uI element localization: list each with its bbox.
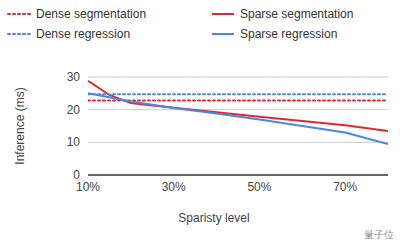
legend-swatch — [212, 33, 234, 35]
legend-swatch — [8, 33, 30, 35]
x-tick-label: 10% — [76, 180, 100, 194]
x-tick-label: 70% — [333, 180, 357, 194]
grid-line — [88, 142, 388, 143]
legend-swatch — [212, 13, 234, 15]
series-line — [88, 81, 388, 131]
legend-label: Sparse segmentation — [240, 7, 353, 21]
legend-item: Dense regression — [8, 27, 130, 41]
x-tick-label: 30% — [162, 180, 186, 194]
chart-svg: 010203010%30%50%70%Sparisty levelInferen… — [0, 0, 400, 248]
legend-item: Sparse regression — [212, 27, 337, 41]
watermark: 量子位 — [364, 229, 394, 240]
y-tick-label: 20 — [67, 103, 81, 117]
legend-item: Dense segmentation — [8, 7, 146, 21]
series-line — [88, 93, 388, 144]
plot-lines — [88, 81, 388, 144]
legend-label: Dense segmentation — [36, 7, 146, 21]
grid-line — [88, 77, 388, 78]
chart-container: 010203010%30%50%70%Sparisty levelInferen… — [0, 0, 400, 248]
x-tick-label: 50% — [247, 180, 271, 194]
x-axis-label: Sparisty level — [178, 211, 249, 225]
grid-line — [88, 175, 388, 176]
legend-swatch — [8, 13, 30, 15]
y-tick-label: 10 — [67, 135, 81, 149]
legend-item: Sparse segmentation — [212, 7, 353, 21]
y-axis-label: Inference (ms) — [13, 87, 27, 164]
legend-label: Sparse regression — [240, 27, 337, 41]
x-axis-line — [88, 175, 388, 176]
grid-line — [88, 109, 388, 110]
y-tick-label: 30 — [67, 70, 81, 84]
legend-label: Dense regression — [36, 27, 130, 41]
series-line — [88, 93, 388, 95]
